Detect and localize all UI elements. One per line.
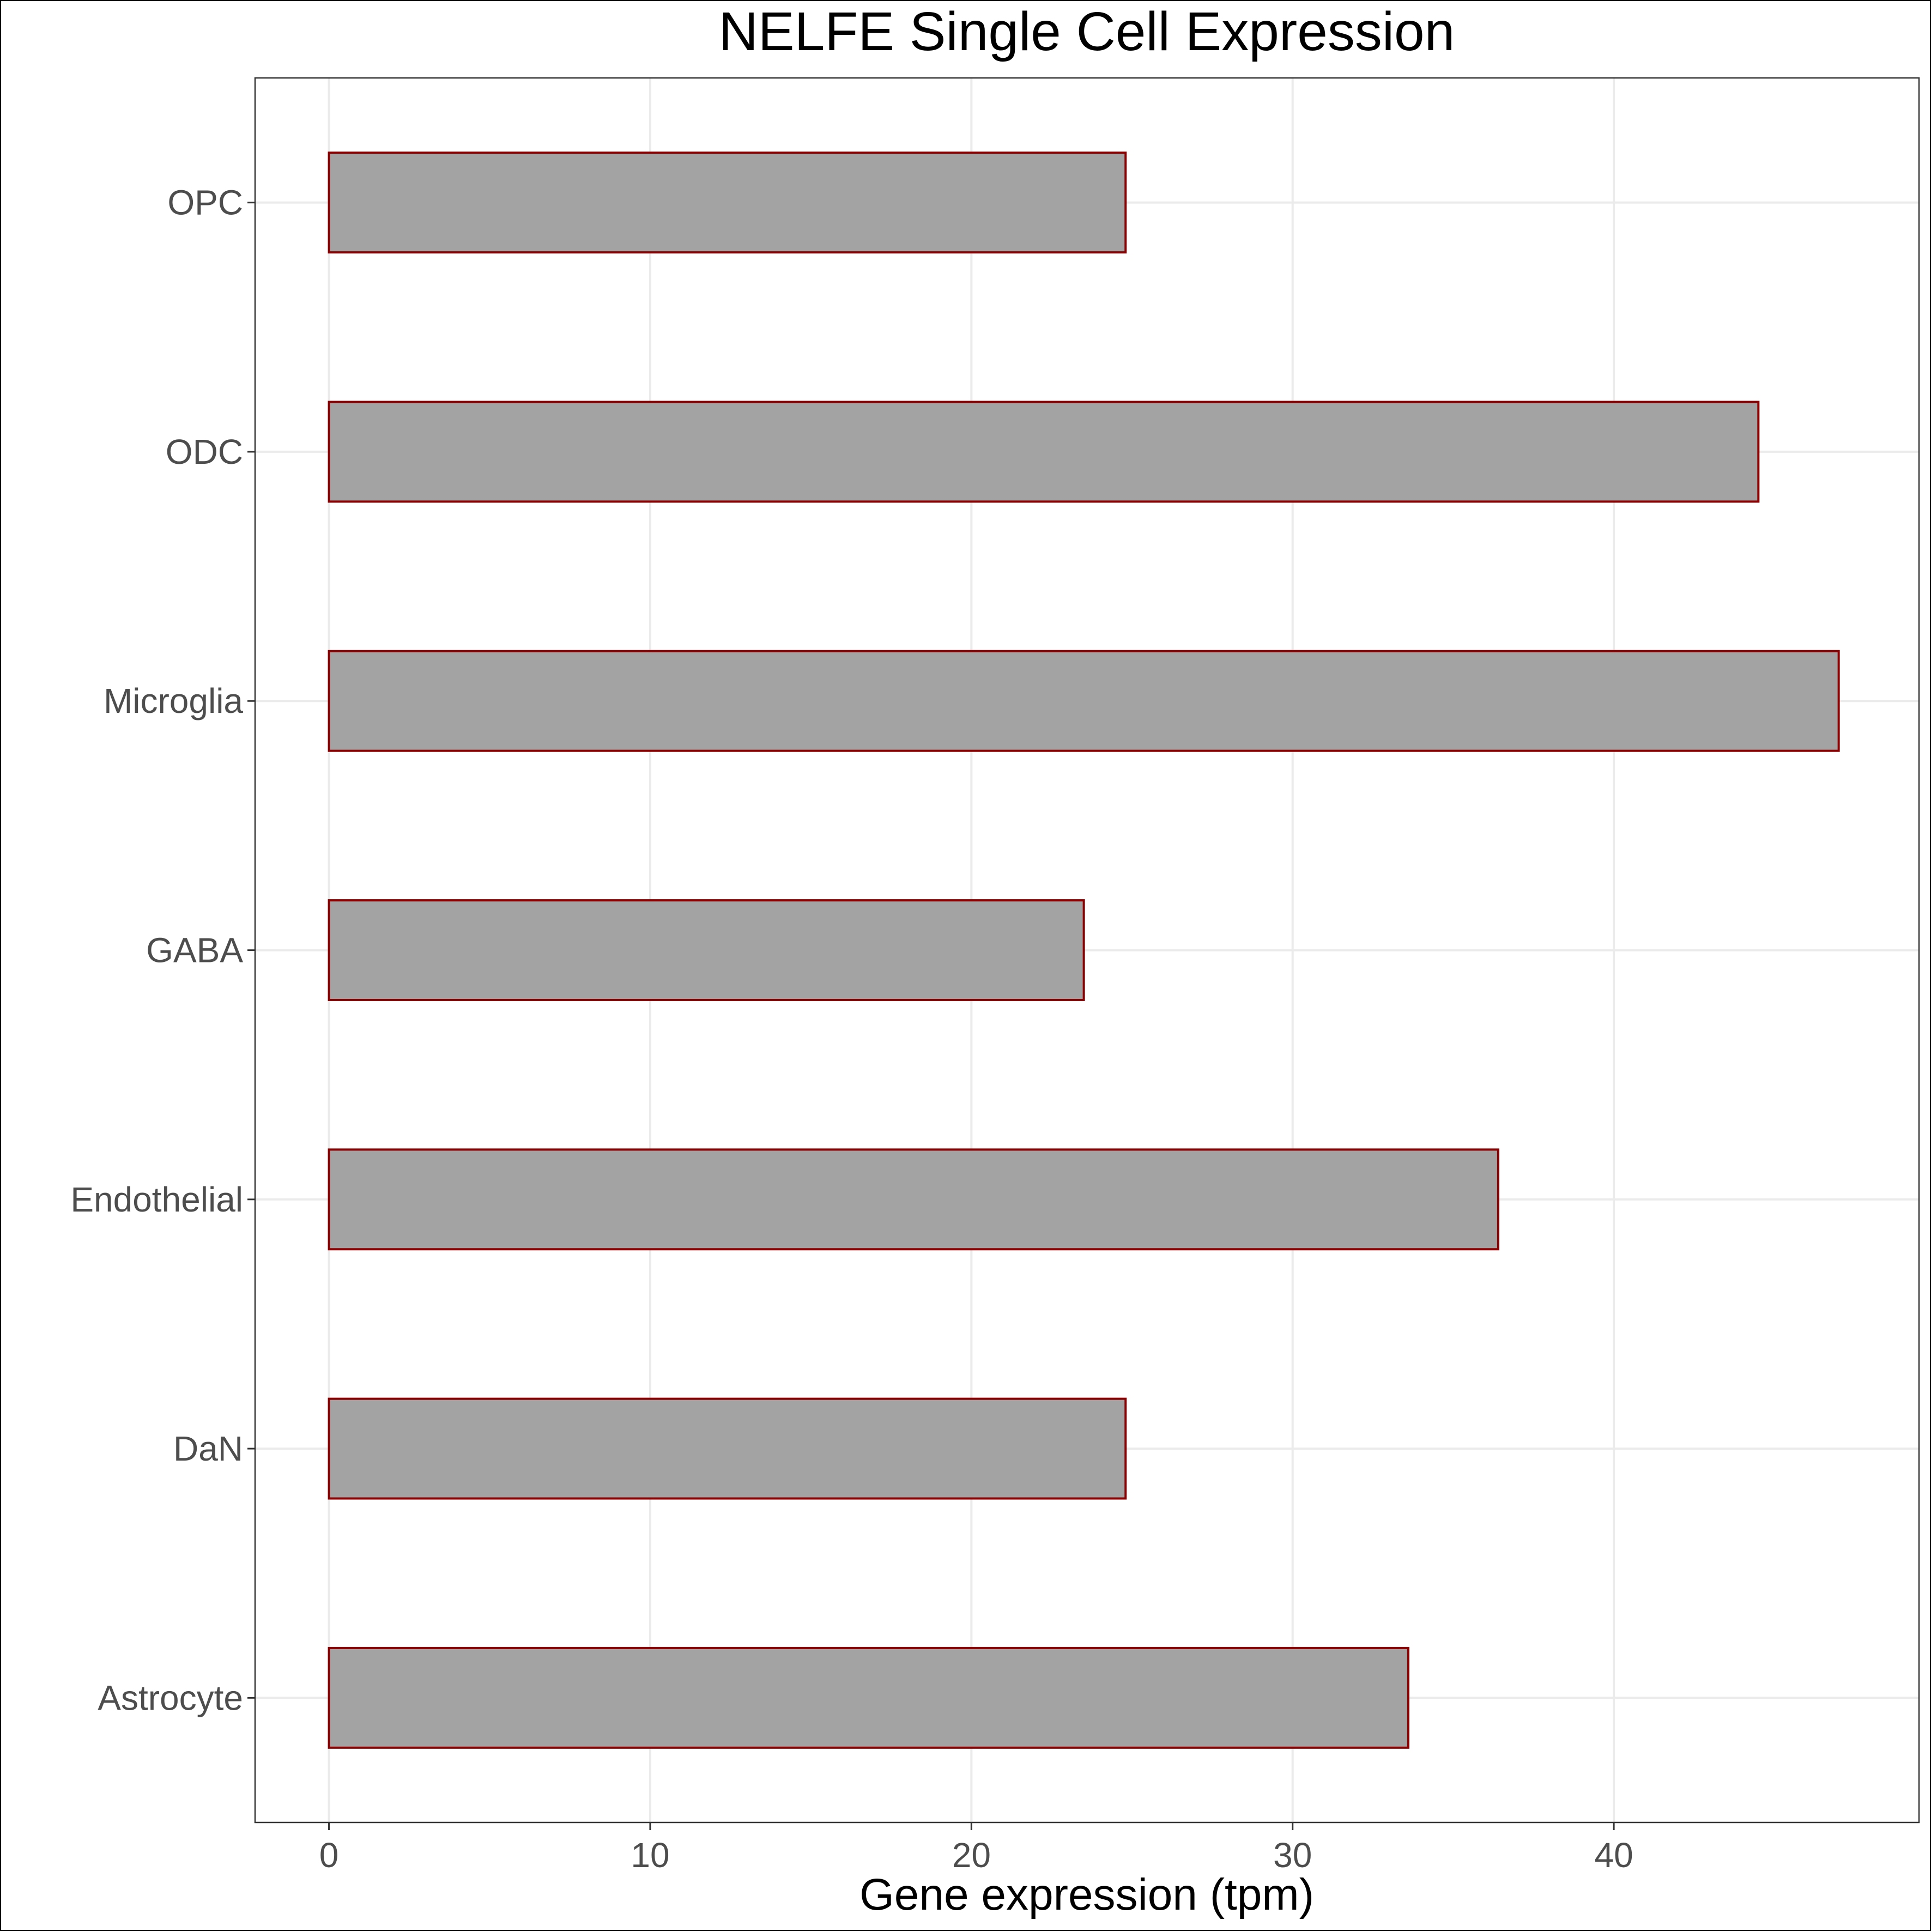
y-tick-label: DaN: [173, 1429, 243, 1468]
y-tick-label: Astrocyte: [98, 1678, 243, 1717]
y-tick-label: GABA: [146, 931, 243, 970]
bar-odc: [328, 401, 1760, 503]
x-tick-label: 40: [1594, 1836, 1633, 1875]
x-tick-label: 20: [952, 1836, 991, 1875]
y-tick-label: OPC: [167, 183, 243, 222]
x-axis-ticks: 0 10 20 30 40: [319, 1822, 1633, 1875]
x-tick-label: 0: [319, 1836, 339, 1875]
bar-dan: [328, 1397, 1127, 1500]
bar-astrocyte: [328, 1646, 1409, 1749]
y-tick-label: ODC: [166, 432, 243, 471]
y-tick-label: Endothelial: [70, 1180, 243, 1219]
bar-gaba: [328, 899, 1085, 1001]
y-axis-ticks: OPC ODC Microglia GABA Endothelial DaN Astrocy…: [70, 183, 255, 1717]
x-axis-title: Gene expression (tpm): [859, 1870, 1314, 1919]
bar-endothelial: [328, 1148, 1499, 1251]
chart-title: NELFE Single Cell Expression: [719, 1, 1455, 62]
bar-opc: [328, 152, 1127, 254]
x-tick-label: 10: [631, 1836, 669, 1875]
x-tick-label: 30: [1273, 1836, 1312, 1875]
y-tick-label: Microglia: [104, 681, 243, 720]
bar-microglia: [328, 650, 1840, 752]
bars: [328, 152, 1840, 1749]
